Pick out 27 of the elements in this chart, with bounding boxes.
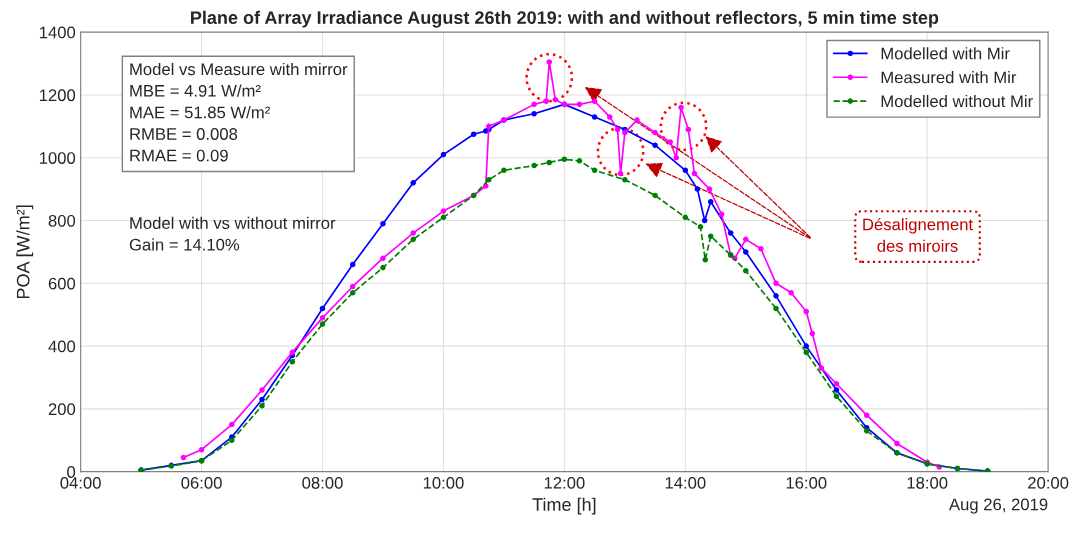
legend-label: Modelled without Mir xyxy=(881,94,1033,108)
y-tick-label: 1400 xyxy=(39,26,76,39)
x-tick-label: 08:00 xyxy=(302,476,343,489)
x-tick-label: 18:00 xyxy=(907,476,948,489)
annotation: Model vs Measure with mirror MBE = 4.91 W/m² MAE = 51.85 W/m² RMBE = 0.008 RMAE = 0.09 xyxy=(130,62,348,162)
x-axis-title: Time [h] xyxy=(532,497,596,515)
x-tick-label: 12:00 xyxy=(544,476,585,489)
annotation: Model with vs without mirror Gain = 14.10% xyxy=(129,216,336,251)
y-tick-label: 400 xyxy=(48,340,76,353)
chart-title: Plane of Array Irradiance August 26th 2019: with and without reflectors, 5 min time step xyxy=(191,10,939,28)
y-axis-title: POA [W/m²] xyxy=(16,205,34,299)
legend-label: Measured with Mir xyxy=(881,71,1017,84)
x-tick-label: 20:00 xyxy=(1028,476,1069,489)
x-tick-label: 16:00 xyxy=(786,476,827,489)
annotation: Désalignement des miroirs xyxy=(863,217,973,252)
y-tick-label: 1000 xyxy=(39,152,76,164)
x-tick-label: 10:00 xyxy=(423,476,464,489)
x-tick-label: 04:00 xyxy=(60,476,101,489)
y-tick-label: 600 xyxy=(48,277,76,290)
x-tick-label: 14:00 xyxy=(665,476,706,489)
y-tick-label: 1200 xyxy=(39,89,76,102)
x-tick-label: 06:00 xyxy=(181,476,222,489)
text: Aug 26, 2019 xyxy=(949,498,1048,514)
legend-label: Modelled with Mir xyxy=(881,47,1010,60)
y-tick-label: 800 xyxy=(48,214,76,227)
y-tick-label: 200 xyxy=(48,403,76,416)
y-tick-label: 0 xyxy=(67,466,76,478)
